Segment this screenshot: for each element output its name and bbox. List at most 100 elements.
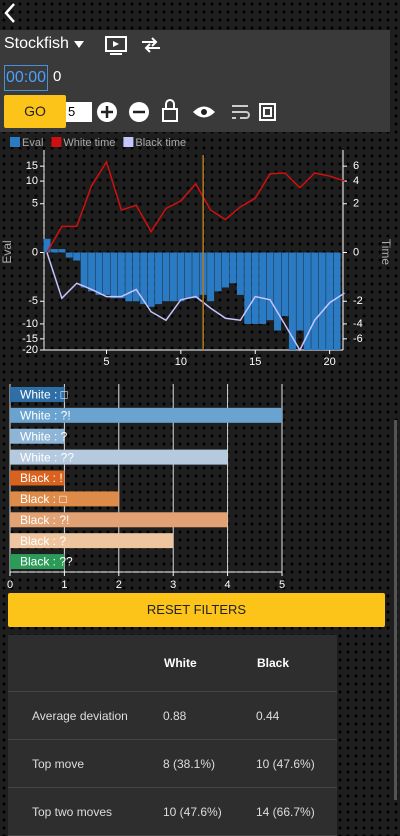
x-tick-label: 15 xyxy=(249,356,261,368)
lock-icon[interactable] xyxy=(162,99,178,122)
toolbar-icons xyxy=(4,3,276,122)
y-tick-label: 15 xyxy=(26,160,38,172)
y2-tick-label: 6 xyxy=(353,160,359,172)
y-tick-label: 5 xyxy=(32,198,38,210)
eval-bar xyxy=(177,252,185,302)
eval-bar xyxy=(244,252,252,324)
y2-tick-label: 2 xyxy=(353,198,359,210)
category-label: Black : ! xyxy=(20,471,63,485)
eval-bar xyxy=(88,252,96,292)
table-cell: 0.44 xyxy=(256,691,337,740)
chip-icon[interactable] xyxy=(259,103,276,121)
category-label: White : ? xyxy=(20,429,68,443)
eval-bar xyxy=(274,252,282,331)
y-axis-label: Eval xyxy=(0,240,14,263)
y-tick-label: -15 xyxy=(22,333,38,345)
eval-bar xyxy=(162,252,170,302)
eval-bar xyxy=(140,252,148,305)
table-cell: 8 (38.1%) xyxy=(163,739,256,788)
bar xyxy=(10,470,65,486)
x-tick-label: 4 xyxy=(225,579,231,590)
table-header: White Black xyxy=(8,635,337,692)
x-tick-label: 10 xyxy=(175,356,187,368)
eval-bar xyxy=(147,252,155,307)
bar xyxy=(10,554,65,570)
wrap-icon[interactable] xyxy=(232,105,250,119)
x-tick-label: 20 xyxy=(323,356,335,368)
annotation-chart: 0 1 2 3 4 5 White : □ White : ?! White : ? White … xyxy=(7,384,285,590)
eval-bar xyxy=(132,252,140,302)
legend-swatch xyxy=(123,137,134,147)
x-tick-label: 0 xyxy=(7,579,13,590)
category-label: White : ?? xyxy=(20,450,74,464)
y-tick-label: 10 xyxy=(26,175,38,187)
y2-tick-label: 4 xyxy=(353,175,359,187)
engine-dropdown[interactable] xyxy=(74,41,84,48)
category-label: White : □ xyxy=(20,388,68,402)
y2-tick-label: -4 xyxy=(353,318,363,330)
eval-bar xyxy=(192,252,200,299)
screen-icon[interactable] xyxy=(105,36,127,55)
eval-bar xyxy=(214,252,222,292)
category-label: Black : ? xyxy=(20,534,66,548)
eval-bar xyxy=(95,252,103,295)
x-tick-label: 2 xyxy=(116,579,122,590)
table-cell: 10 (47.6%) xyxy=(256,739,337,788)
legend-label: Black time xyxy=(135,137,186,149)
bar xyxy=(10,512,228,528)
eval-bar xyxy=(221,252,229,288)
eval-bar xyxy=(50,249,58,253)
back-button[interactable] xyxy=(4,3,15,23)
table-cell: 14 (66.7%) xyxy=(256,787,337,836)
bar xyxy=(10,386,65,402)
eval-bar xyxy=(326,252,334,350)
clock: 00:00 xyxy=(4,65,48,91)
time-line xyxy=(46,252,345,352)
plus-button[interactable] xyxy=(97,102,117,122)
minus-button[interactable] xyxy=(129,102,149,122)
table-cell: 0.88 xyxy=(163,691,256,740)
eval-bar xyxy=(155,252,163,305)
eval-bar xyxy=(102,252,110,295)
clock-extra: 0 xyxy=(53,68,62,85)
bar xyxy=(10,491,119,507)
eval-bar xyxy=(281,252,289,317)
row-label: Top move xyxy=(8,739,163,788)
eval-bar xyxy=(229,252,237,284)
go-button[interactable]: GO xyxy=(4,95,66,128)
eval-bar xyxy=(117,252,125,299)
eval-chart: Eval White time Black time Eval Time 15 10 5 0 -5… xyxy=(0,137,393,368)
legend-swatch xyxy=(51,137,62,147)
eval-bar xyxy=(125,252,133,302)
y-tick-label: -20 xyxy=(22,344,38,356)
eye-icon[interactable] xyxy=(193,106,215,118)
eval-bar xyxy=(266,252,274,321)
y-tick-label: -5 xyxy=(28,295,38,307)
y2-tick-label: 0 xyxy=(353,246,359,258)
category-label: White : ?! xyxy=(20,409,71,423)
x-tick-label: 5 xyxy=(103,356,109,368)
bar xyxy=(10,428,65,444)
depth-input[interactable]: 5 xyxy=(66,102,92,122)
eval-bar xyxy=(318,252,326,350)
row-label: Top two moves xyxy=(8,787,163,836)
column-header: White xyxy=(163,635,256,692)
table-row: Average deviation 0.88 0.44 xyxy=(8,691,337,740)
y2-tick-label: -2 xyxy=(353,295,363,307)
engine-name[interactable]: Stockfish xyxy=(4,35,69,52)
legend-swatch xyxy=(10,137,20,147)
row-label: Average deviation xyxy=(8,691,163,740)
eval-bar xyxy=(259,252,267,324)
y-tick-label: -10 xyxy=(22,318,38,330)
reset-filters-button[interactable]: RESET FILTERS xyxy=(8,593,385,627)
y2-tick-label: -6 xyxy=(353,333,363,345)
eval-bar xyxy=(58,249,66,253)
category-label: Black : ?! xyxy=(20,513,69,527)
x-tick-label: 5 xyxy=(279,579,285,590)
category-label: Black : □ xyxy=(20,492,67,506)
swap-icon[interactable] xyxy=(142,37,160,53)
eval-bar xyxy=(296,252,304,331)
eval-bar xyxy=(236,252,244,295)
x-tick-label: 1 xyxy=(61,579,67,590)
